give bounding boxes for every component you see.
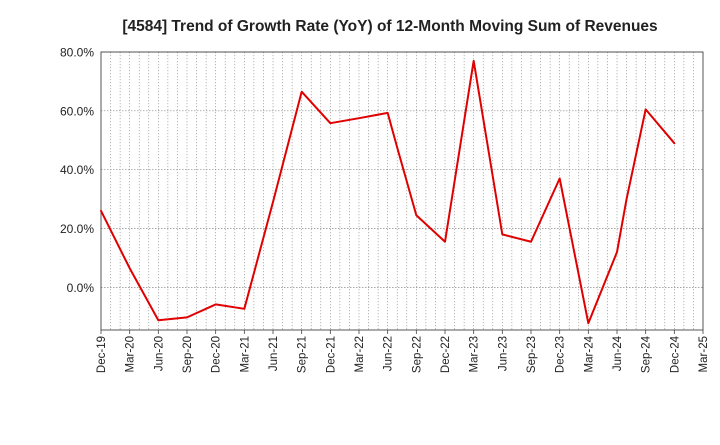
y-tick-label: 0.0% xyxy=(67,281,95,295)
x-tick-label: Mar-22 xyxy=(354,336,366,372)
x-tick-label: Mar-23 xyxy=(469,336,481,372)
chart-title: [4584] Trend of Growth Rate (YoY) of 12-… xyxy=(122,18,657,35)
y-tick-label: 60.0% xyxy=(60,104,94,118)
x-tick-label: Jun-23 xyxy=(497,336,509,371)
series xyxy=(100,59,676,325)
x-tick-label: Sep-23 xyxy=(526,336,538,373)
y-tick-label: 40.0% xyxy=(60,163,94,177)
x-tick-label: Sep-24 xyxy=(641,335,653,373)
x-axis: Dec-19 Mar-20 Jun-20 Sep-20 Dec-20 Mar-21 Jun-… xyxy=(96,330,710,373)
x-tick-label: Jun-20 xyxy=(153,336,165,371)
x-tick-label: Jun-21 xyxy=(268,336,280,371)
plot-area xyxy=(100,51,704,331)
x-tick-label: Mar-25 xyxy=(698,336,710,372)
x-tick-label: Dec-20 xyxy=(211,336,223,373)
x-tick-label: Jun-24 xyxy=(612,335,624,371)
x-tick-label: Dec-21 xyxy=(325,336,337,373)
x-tick-label: Dec-24 xyxy=(669,335,681,373)
y-axis: 80.0% 60.0% 40.0% 20.0% 0.0% xyxy=(60,46,94,295)
plot-border xyxy=(100,51,704,331)
x-tick-label: Mar-20 xyxy=(125,336,137,372)
growth-rate-line xyxy=(100,59,676,325)
grid xyxy=(101,51,703,330)
x-tick-label: Sep-22 xyxy=(411,336,423,373)
x-tick-label: Mar-21 xyxy=(239,336,251,372)
y-tick-label: 20.0% xyxy=(60,222,94,236)
x-tick-label: Dec-23 xyxy=(555,336,567,373)
x-tick-label: Jun-22 xyxy=(383,336,395,371)
y-tick-label: 80.0% xyxy=(60,46,94,60)
x-tick-label: Mar-24 xyxy=(583,335,595,372)
x-tick-label: Dec-19 xyxy=(96,336,108,373)
x-tick-label: Sep-20 xyxy=(182,336,194,373)
x-tick-label: Sep-21 xyxy=(297,336,309,373)
x-tick-label: Dec-22 xyxy=(440,336,452,373)
